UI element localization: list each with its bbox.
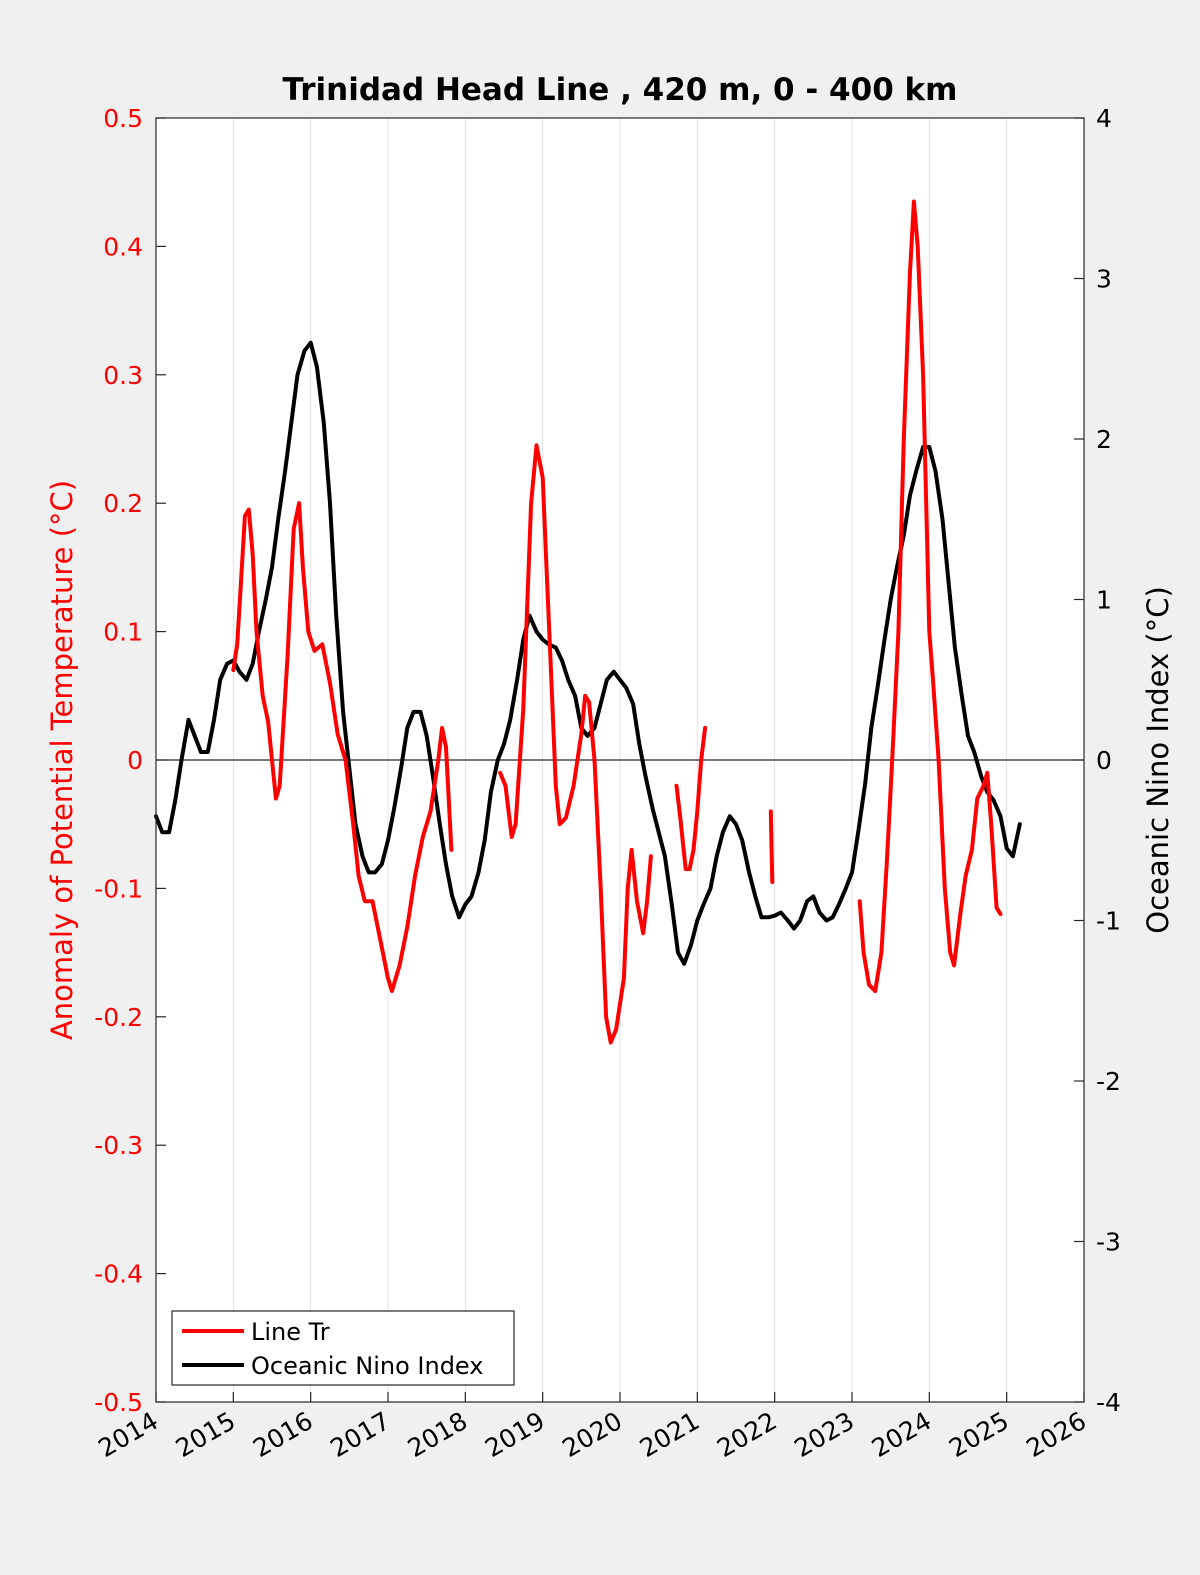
right-tick-label: 1 [1096,586,1112,615]
x-tick-label: 2022 [712,1406,782,1463]
left-tick-label: -0.4 [94,1260,143,1289]
left-tick-label: -0.1 [94,874,143,903]
series-oceanic-nino-index-segment-0 [154,340,1022,966]
series-line-tr-segment-2 [674,725,708,872]
legend-label-line-tr: Line Tr [251,1318,330,1346]
x-tick-label: 2016 [248,1406,318,1463]
x-tick-label: 2021 [635,1406,705,1463]
right-tick-label: 4 [1096,104,1112,133]
left-axis-label: Anomaly of Potential Temperature (°C) [45,480,79,1040]
right-tick-label: -1 [1096,907,1121,936]
left-tick-label: -0.5 [94,1388,143,1417]
x-tick-label: 2023 [789,1406,859,1463]
right-tick-label: 0 [1096,746,1112,775]
right-tick-label: -2 [1096,1067,1121,1096]
right-tick-label: -3 [1096,1228,1121,1257]
series-line-tr-segment-4 [857,199,1003,994]
right-tick-label: -4 [1096,1388,1121,1417]
left-tick-label: -0.2 [94,1003,143,1032]
left-axis: 0.5 0.4 0.3 0.2 0.1 0 -0.1 -0.2 -0.3 -0.4 -0.5 [94,104,166,1417]
x-tick-label: 2015 [171,1406,241,1463]
right-axis: 4 3 2 1 0 -1 -2 -3 -4 [1074,104,1121,1417]
series-line-tr-segment-3 [768,809,775,884]
legend-box [171,1310,515,1386]
legend: Line Tr Oceanic Nino Index [171,1310,515,1386]
x-tick-label: 2018 [403,1406,473,1463]
legend-label-oni: Oceanic Nino Index [251,1352,483,1380]
x-axis: 2014 2015 2016 2017 2018 2019 2020 2021 2022 2023… [93,1392,1091,1463]
x-tick-label: 2024 [867,1406,937,1463]
left-tick-label: -0.3 [94,1131,143,1160]
left-tick-label: 0.5 [103,104,143,133]
left-tick-label: 0.3 [103,361,143,390]
x-tick-label: 2025 [944,1406,1014,1463]
series-line-tr-segment-0 [231,501,454,994]
right-axis-label: Oceanic Nino Index (°C) [1141,586,1175,934]
left-tick-label: 0 [127,746,143,775]
x-tick-label: 2019 [480,1406,550,1463]
left-tick-label: 0.1 [103,618,143,647]
series-layer [154,199,1022,1045]
series-line-tr-segment-1 [498,443,653,1045]
left-tick-label: 0.4 [103,232,143,261]
right-tick-label: 2 [1096,425,1112,454]
x-tick-label: 2020 [557,1406,627,1463]
x-tick-label: 2026 [1021,1406,1091,1463]
right-tick-label: 3 [1096,265,1112,294]
x-tick-label: 2017 [325,1406,395,1463]
left-tick-label: 0.2 [103,489,143,518]
chart-title: Trinidad Head Line , 420 m, 0 - 400 km [283,72,958,108]
